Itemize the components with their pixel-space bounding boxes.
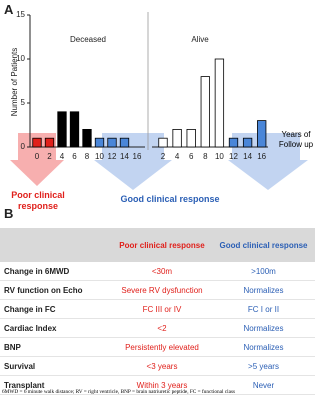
x-tick-label: 6 xyxy=(189,152,194,161)
x-tick-label: 8 xyxy=(203,152,208,161)
bar xyxy=(69,111,80,148)
x-axis-label: Years of Follow up xyxy=(278,130,314,149)
x-tick-label: 10 xyxy=(215,152,224,161)
table-row: Change in 6MWD <30m >100m xyxy=(0,262,315,281)
x-tick-label: 14 xyxy=(243,152,252,161)
bar xyxy=(57,111,67,148)
table: Poor clinical response Good clinical res… xyxy=(0,228,315,395)
x-tick-label: 6 xyxy=(72,152,77,161)
x-tick-label: 0 xyxy=(35,152,40,161)
footnote: 6MWD = 6 minute walk distance; RV = righ… xyxy=(2,389,236,395)
table-cell: Within 3 years xyxy=(112,375,212,395)
x-tick-label: 8 xyxy=(85,152,90,161)
table-cell: FC I or II xyxy=(211,299,315,319)
row-label: Cardiac Index xyxy=(0,318,112,338)
bar xyxy=(32,137,42,148)
table-row: BNP Persistently elevated Normalizes xyxy=(0,337,315,357)
table-cell: Never xyxy=(211,375,315,395)
header-cell xyxy=(0,228,112,262)
row-label: Change in FC xyxy=(0,299,112,319)
chart: Number of Patients Deceased Alive 0 5 10 15… xyxy=(10,10,308,190)
group-label: Deceased xyxy=(70,35,106,44)
annotation: Good clinical response xyxy=(120,194,220,204)
table-cell: Normalizes xyxy=(211,337,315,357)
y-tick-label: 15 xyxy=(16,10,25,19)
table-row: RV function on Echo Severe RV dysfunction… xyxy=(0,280,315,300)
bar xyxy=(82,128,92,148)
x-tick-label: 2 xyxy=(161,152,166,161)
table-cell: >100m xyxy=(211,262,315,281)
x-tick-label: 12 xyxy=(229,152,238,161)
bar xyxy=(200,76,210,148)
table-cell: <3 years xyxy=(112,356,212,376)
row-label: RV function on Echo xyxy=(0,280,112,300)
annotation: Poor clinical response xyxy=(11,190,65,211)
table-row: Change in FC FC III or IV FC I or II xyxy=(0,299,315,319)
row-label: Transplant xyxy=(0,375,112,395)
x-tick-label: 12 xyxy=(108,152,117,161)
x-tick-label: 14 xyxy=(120,152,129,161)
table-row: Survival <3 years >5 years xyxy=(0,356,315,376)
table-cell: Persistently elevated xyxy=(112,337,212,357)
bar xyxy=(158,137,168,148)
x-tick-label: 2 xyxy=(47,152,52,161)
y-axis-label: Number of Patients xyxy=(10,48,19,116)
y-tick-label: 10 xyxy=(16,54,25,63)
bar xyxy=(257,120,267,148)
row-label: Survival xyxy=(0,356,112,376)
bar xyxy=(94,137,105,148)
table-cell: FC III or IV xyxy=(112,299,212,319)
y-tick-label: 5 xyxy=(21,98,26,107)
row-label: BNP xyxy=(0,337,112,357)
x-tick-label: 4 xyxy=(175,152,180,161)
bar xyxy=(119,137,130,148)
table-cell: >5 years xyxy=(211,356,315,376)
x-tick-label: 16 xyxy=(257,152,266,161)
x-tick-label: 16 xyxy=(133,152,142,161)
table-cell: Normalizes xyxy=(211,318,315,338)
panel-label: A xyxy=(4,2,14,17)
bar xyxy=(242,137,253,148)
x-tick-label: 4 xyxy=(60,152,65,161)
table-cell: <2 xyxy=(112,318,212,338)
bar xyxy=(44,137,55,148)
table-cell: <30m xyxy=(112,262,212,281)
table-cell: Severe RV dysfunction xyxy=(112,280,212,300)
bar xyxy=(186,128,196,148)
bar xyxy=(228,137,239,148)
table-cell: Normalizes xyxy=(211,280,315,300)
bar xyxy=(214,58,225,148)
header-row: Poor clinical response Good clinical res… xyxy=(0,228,315,262)
x-tick-label: 10 xyxy=(95,152,104,161)
panel-label: B xyxy=(4,206,14,221)
table-row: Cardiac Index <2 Normalizes xyxy=(0,318,315,338)
y-tick-label: 0 xyxy=(21,142,26,151)
header-cell: Good clinical response xyxy=(211,228,315,262)
bar xyxy=(107,137,117,148)
group-label: Alive xyxy=(191,35,209,44)
bar xyxy=(172,128,182,148)
table-row: Transplant Within 3 years Never xyxy=(0,375,315,395)
header-cell: Poor clinical response xyxy=(112,228,212,262)
row-label: Change in 6MWD xyxy=(0,262,112,281)
